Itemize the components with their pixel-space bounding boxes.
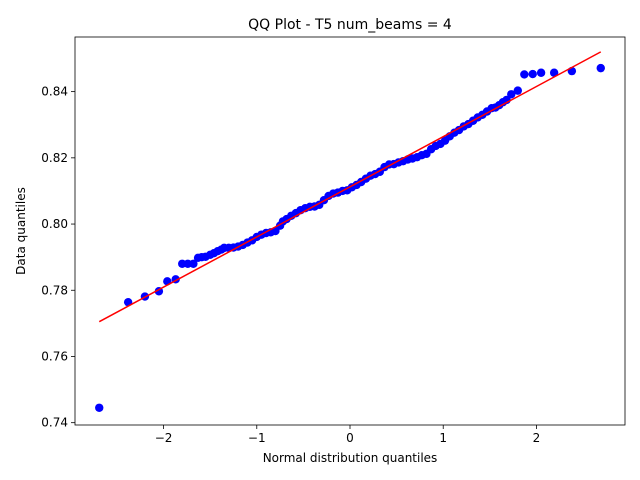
data-point <box>596 63 605 73</box>
data-point <box>520 70 529 79</box>
y-axis-title: Data quantiles <box>14 187 28 275</box>
y-tick-label: 0.78 <box>41 283 68 297</box>
y-tick-label: 0.74 <box>41 416 68 430</box>
data-point <box>549 68 559 77</box>
plot-area <box>95 51 605 412</box>
data-point <box>536 68 546 77</box>
y-axis: 0.74 0.76 0.78 0.80 0.82 0.84 <box>41 85 75 430</box>
data-point <box>528 69 537 79</box>
chart-title: QQ Plot - T5 num_beams = 4 <box>248 17 452 33</box>
data-point <box>513 86 522 95</box>
x-axis-title: Normal distribution quantiles <box>263 451 438 465</box>
x-tick-label: 1 <box>439 431 447 445</box>
x-tick-label: 0 <box>346 431 354 445</box>
x-tick-label: −2 <box>155 431 173 445</box>
y-tick-label: 0.82 <box>41 151 68 165</box>
data-point <box>95 403 104 412</box>
y-tick-label: 0.80 <box>41 217 68 231</box>
x-tick-label: 2 <box>533 431 541 445</box>
reference-line <box>98 51 602 323</box>
x-tick-label: −1 <box>248 431 266 445</box>
y-tick-label: 0.76 <box>41 349 68 363</box>
data-point <box>189 259 198 268</box>
axes-frame <box>74 36 626 426</box>
x-axis: −2 −1 0 1 2 <box>155 425 541 445</box>
y-tick-label: 0.84 <box>41 85 68 99</box>
data-point <box>507 90 516 99</box>
